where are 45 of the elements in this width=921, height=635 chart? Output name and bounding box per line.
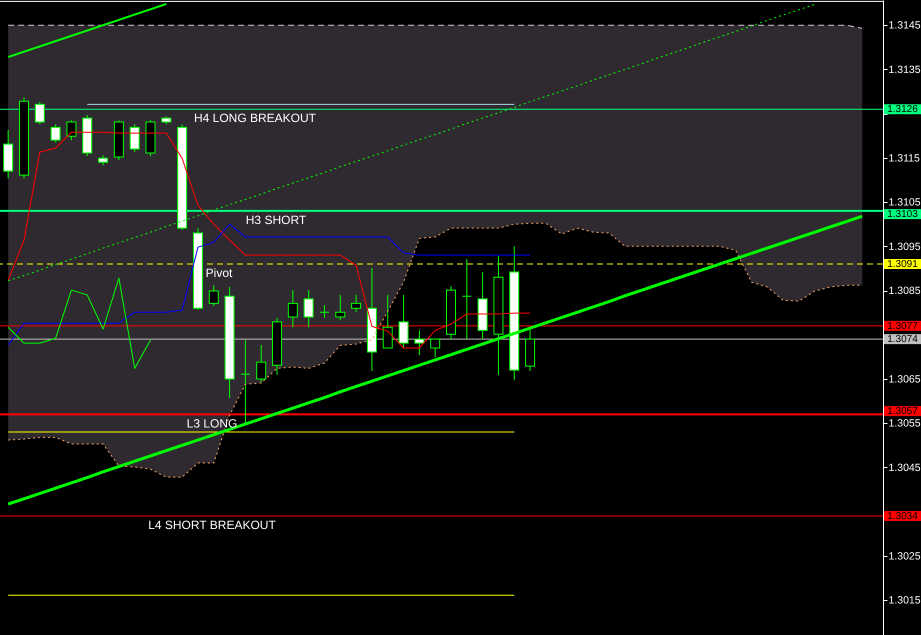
y-tick-label: 1.3015 [888,594,921,607]
y-tick-label: 1.3105 [888,196,921,209]
candlestick [98,154,108,166]
candlestick [382,294,393,349]
candlestick [414,330,424,356]
y-tick-label: 1.3085 [888,285,921,298]
ref-line-label: 1.3103 [887,209,918,220]
y-tick-label: 1.3095 [888,240,921,253]
candlestick [208,284,219,307]
ref-line-label: 1.3077 [887,320,918,332]
candlestick [304,290,314,328]
annotation: Pivot [206,266,233,280]
ref-line-label: 1.3074 [887,334,918,346]
y-tick-label: 1.3145 [888,20,921,32]
candlestick [130,124,140,153]
line-series [8,4,816,282]
ref-line-label: 1.3057 [887,406,918,418]
y-tick-label: 1.3115 [888,152,920,164]
candlestick [34,102,45,125]
y-tick-label: 1.3045 [888,462,921,474]
y-tick-label: 1.3055 [888,418,921,430]
candlestick [335,294,346,321]
candlestick [462,258,472,340]
annotation: H4 LONG BREAKOUT [194,111,317,126]
candlestick [50,124,61,143]
line-series [8,278,151,369]
ref-line-label: 1.3091 [887,258,918,270]
y-tick-label: 1.3025 [888,550,921,562]
candlestick [66,120,76,141]
candlestick [430,338,440,358]
candlestick [256,344,266,383]
candlestick [351,294,362,313]
annotation: L4 SHORT BREAKOUT [148,518,276,532]
candlestick [240,340,250,424]
ref-line-label: 1.3034 [887,511,918,522]
ref-line-label: 1.3126 [887,104,918,116]
annotation: H3 SHORT [246,212,307,227]
candlestick [398,294,409,349]
y-tick-label: 1.3135 [888,64,921,76]
annotation: L3 LONG [186,416,238,430]
line-series [8,224,531,346]
candlestick [319,304,330,318]
candlestick [288,290,298,328]
y-tick-label: 1.3065 [888,373,921,386]
line-series [7,2,168,58]
